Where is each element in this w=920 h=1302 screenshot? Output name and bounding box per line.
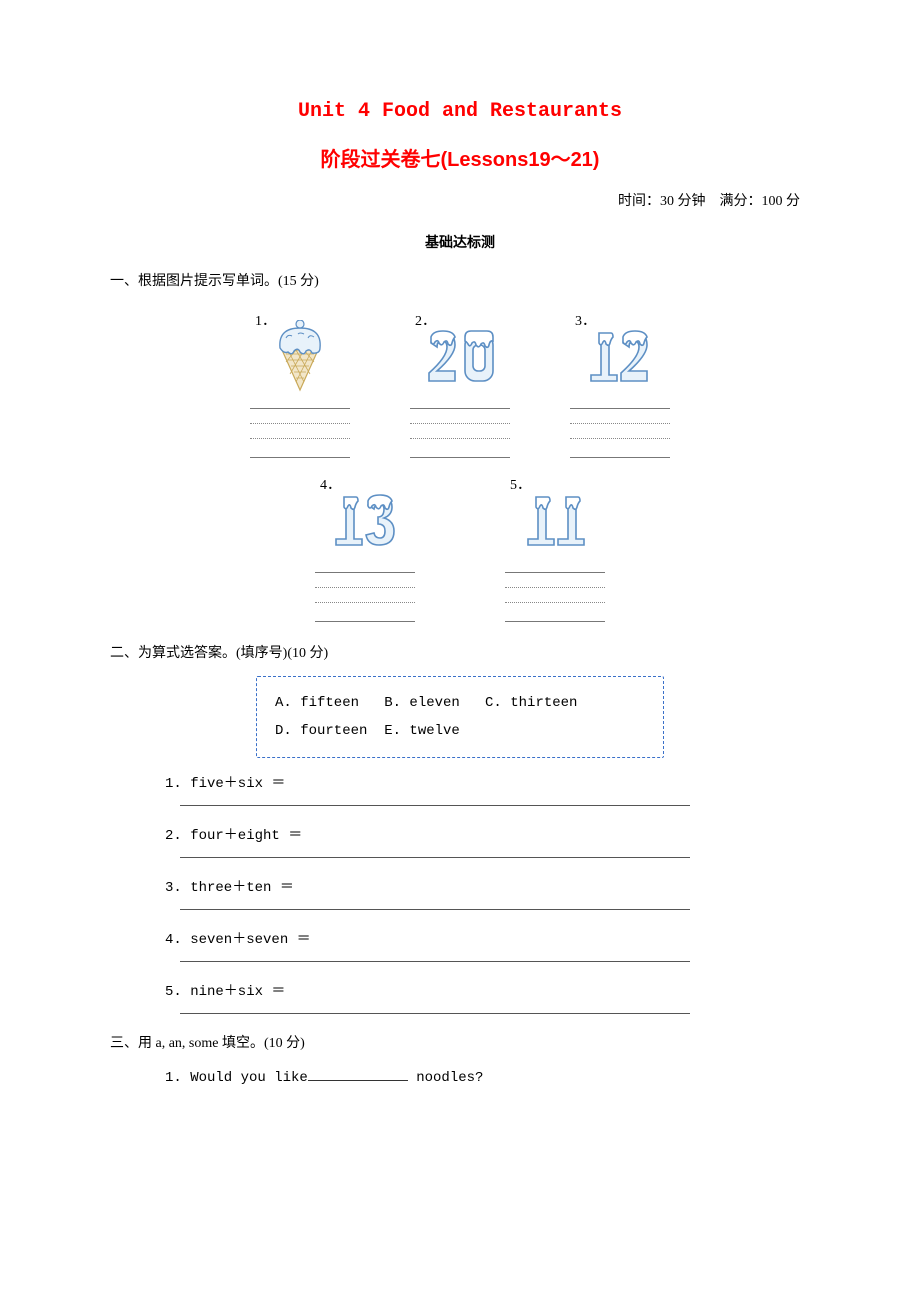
number-13-icon bbox=[330, 486, 400, 554]
section-header: 基础达标测 bbox=[110, 232, 810, 252]
answer-blank[interactable] bbox=[250, 396, 350, 409]
answer-line[interactable] bbox=[180, 908, 690, 910]
icecream-icon bbox=[274, 322, 326, 390]
q2-item-4: 4. seven＋seven ＝ bbox=[165, 928, 810, 948]
time-score-meta: 时间：30 分钟 满分：100 分 bbox=[110, 190, 800, 210]
q1-item-3-num: 3． bbox=[575, 310, 596, 330]
stage-subtitle: 阶段过关卷七(Lessons19～21) bbox=[110, 143, 810, 172]
q1-item-1: 1． bbox=[235, 304, 365, 458]
q1-item-4: 4． bbox=[300, 468, 430, 622]
q3-item-1-post: noodles? bbox=[408, 1070, 484, 1086]
q1-row2: 4． 5． bbox=[110, 468, 810, 622]
answer-blank[interactable] bbox=[505, 590, 605, 603]
q2-options-line2: D. fourteen E. twelve bbox=[275, 717, 645, 745]
q1-item-5: 5． bbox=[490, 468, 620, 622]
q2-item-2: 2. four＋eight ＝ bbox=[165, 824, 810, 844]
answer-blank[interactable] bbox=[410, 411, 510, 424]
answer-blank[interactable] bbox=[315, 609, 415, 622]
q2-heading: 二、为算式选答案。(填序号)(10 分) bbox=[110, 642, 810, 662]
q1-item-4-num: 4． bbox=[320, 474, 341, 494]
q2-option-box: A. fifteen B. eleven C. thirteen D. four… bbox=[256, 676, 664, 758]
answer-line[interactable] bbox=[180, 804, 690, 806]
q2-item-3: 3. three＋ten ＝ bbox=[165, 876, 810, 896]
q2-options-line1: A. fifteen B. eleven C. thirteen bbox=[275, 689, 645, 717]
answer-blank[interactable] bbox=[505, 609, 605, 622]
answer-blank[interactable] bbox=[505, 560, 605, 573]
q3-item-1-pre: 1. Would you like bbox=[165, 1070, 308, 1086]
q2-item-5: 5. nine＋six ＝ bbox=[165, 980, 810, 1000]
number-11-icon bbox=[522, 486, 588, 554]
answer-blank[interactable] bbox=[315, 560, 415, 573]
number-12-icon bbox=[585, 322, 655, 390]
answer-blank[interactable] bbox=[410, 445, 510, 458]
answer-blank[interactable] bbox=[315, 575, 415, 588]
answer-blank[interactable] bbox=[410, 396, 510, 409]
answer-blank[interactable] bbox=[570, 396, 670, 409]
answer-blank[interactable] bbox=[250, 426, 350, 439]
unit-title: Unit 4 Food and Restaurants bbox=[110, 100, 810, 123]
q1-item-2-num: 2． bbox=[415, 310, 436, 330]
q1-item-1-num: 1． bbox=[255, 310, 276, 330]
q1-heading: 一、根据图片提示写单词。(15 分) bbox=[110, 270, 810, 290]
answer-blank[interactable] bbox=[315, 590, 415, 603]
q1-item-2: 2． bbox=[395, 304, 525, 458]
number-20-icon bbox=[423, 322, 497, 390]
answer-blank[interactable] bbox=[505, 575, 605, 588]
answer-blank[interactable] bbox=[410, 426, 510, 439]
answer-blank[interactable] bbox=[250, 411, 350, 424]
q3-heading: 三、用 a, an, some 填空。(10 分) bbox=[110, 1032, 810, 1052]
answer-blank[interactable] bbox=[570, 445, 670, 458]
q1-item-3: 3． bbox=[555, 304, 685, 458]
q1-row1: 1． 2． 3． bbox=[110, 304, 810, 458]
answer-line[interactable] bbox=[180, 1012, 690, 1014]
answer-line[interactable] bbox=[180, 856, 690, 858]
fill-blank[interactable] bbox=[308, 1066, 408, 1081]
q2-item-1: 1. five＋six ＝ bbox=[165, 772, 810, 792]
q3-item-1: 1. Would you like noodles? bbox=[165, 1066, 810, 1086]
q1-item-5-num: 5． bbox=[510, 474, 531, 494]
answer-blank[interactable] bbox=[570, 411, 670, 424]
answer-line[interactable] bbox=[180, 960, 690, 962]
page-root: Unit 4 Food and Restaurants 阶段过关卷七(Lesso… bbox=[0, 0, 920, 1154]
answer-blank[interactable] bbox=[570, 426, 670, 439]
answer-blank[interactable] bbox=[250, 445, 350, 458]
